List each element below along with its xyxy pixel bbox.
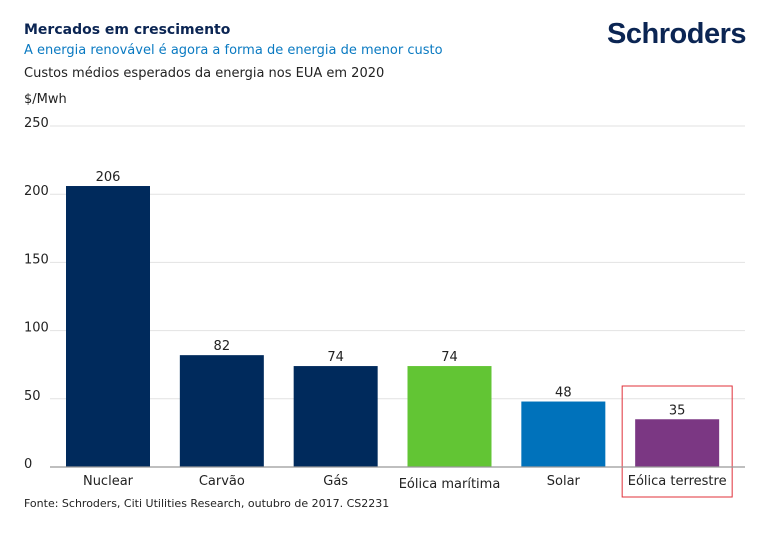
y-tick-label: 200 [24, 184, 49, 199]
bar [521, 401, 606, 467]
x-tick-label: Eólica terrestre [628, 474, 727, 489]
y-tick-label: 50 [24, 389, 41, 404]
highlight-box [621, 385, 733, 498]
bar [635, 419, 720, 467]
y-tick-label: 150 [24, 252, 49, 267]
chart-title: Mercados em crescimento [24, 22, 231, 38]
x-tick-label: Carvão [199, 474, 245, 489]
x-tick-label: Nuclear [83, 474, 134, 489]
chart-description: Custos médios esperados da energia nos E… [24, 66, 385, 81]
bar [293, 366, 378, 467]
data-label: 35 [669, 403, 686, 418]
data-label: 74 [327, 350, 344, 365]
data-label: 48 [555, 386, 572, 401]
y-tick-label: 250 [24, 116, 49, 131]
data-label: 206 [96, 170, 121, 185]
bar [179, 355, 264, 467]
schroders-logo: Schroders [607, 18, 746, 50]
bar [407, 366, 492, 467]
y-tick-label: 100 [24, 321, 49, 336]
data-label: 82 [214, 339, 231, 354]
y-tick-label: 0 [24, 457, 32, 472]
x-tick-label: Solar [547, 474, 581, 489]
x-tick-label: Gás [323, 474, 348, 489]
y-axis-unit: $/Mwh [24, 92, 67, 107]
x-tick-label: Eólica marítima [399, 477, 501, 492]
chart-subtitle: A energia renovável é agora a forma de e… [24, 43, 443, 58]
source-note: Fonte: Schroders, Citi Utilities Researc… [24, 497, 390, 510]
data-label: 74 [441, 350, 458, 365]
bar [66, 186, 150, 468]
